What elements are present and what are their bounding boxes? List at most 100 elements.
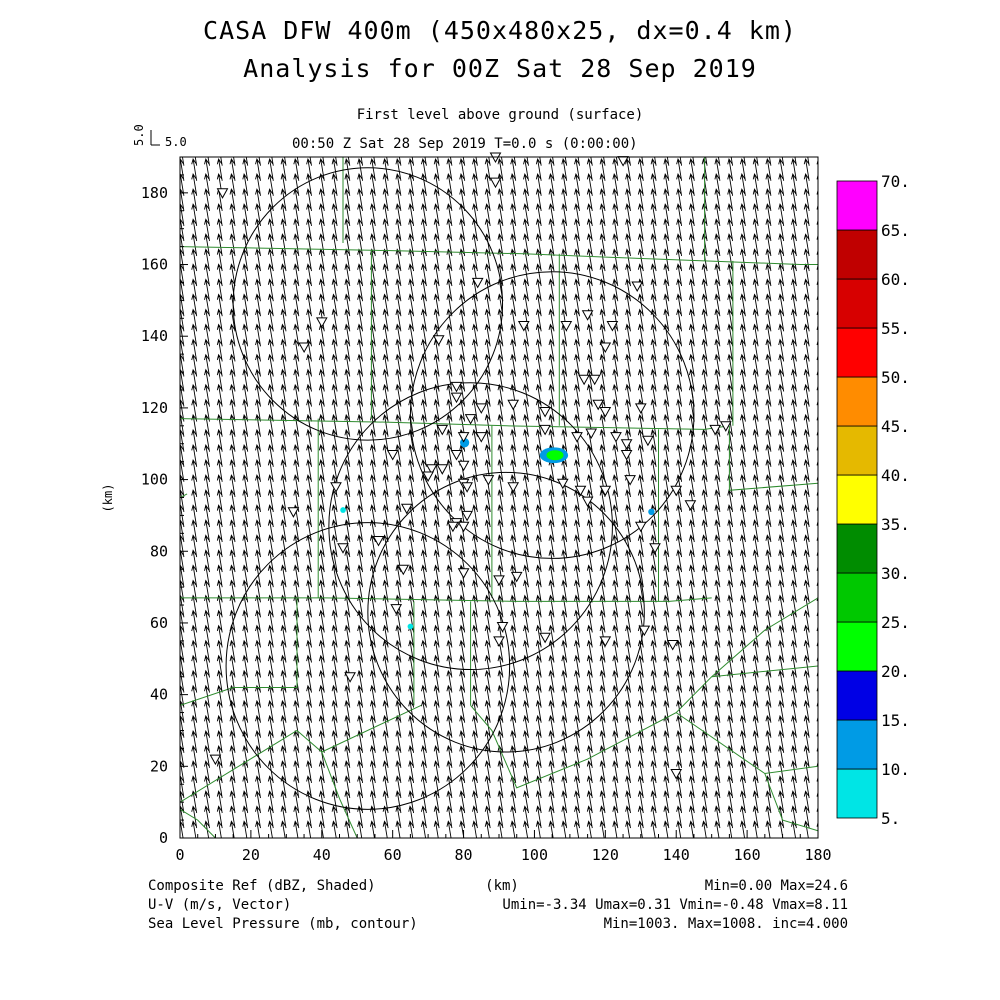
footer-stats-pressure: Min=1003. Max=1008. inc=4.000: [604, 916, 848, 932]
station-marker: [581, 310, 594, 321]
vector-key-label: 5.0: [132, 124, 146, 146]
reflectivity-echo: [340, 507, 346, 513]
vector-key-value: 5.0: [165, 135, 187, 149]
colorbar-swatch: [836, 670, 878, 721]
station-marker: [631, 281, 644, 293]
station-marker: [450, 381, 463, 393]
x-tick-label: 20: [242, 846, 260, 864]
pressure-contours: [225, 167, 695, 810]
station-marker: [493, 575, 505, 586]
station-marker: [450, 392, 463, 404]
station-marker: [457, 568, 470, 579]
station-marker: [539, 407, 551, 418]
station-marker: [588, 374, 601, 386]
station-marker: [475, 403, 488, 414]
x-tick-label: 80: [455, 846, 473, 864]
station-marker: [670, 485, 683, 497]
colorbar-swatch: [836, 474, 878, 525]
pressure-contour: [328, 382, 613, 671]
station-marker: [620, 439, 633, 450]
county-boundary: [675, 712, 818, 775]
colorbar-label: 30.: [881, 564, 910, 583]
station-marker: [606, 321, 619, 332]
station-markers: [209, 152, 732, 780]
y-tick-label: 160: [141, 256, 168, 274]
x-axis: 0 20 40 60 80 100 120 140 160 180: [175, 830, 832, 864]
reflectivity-echoes: [340, 438, 655, 630]
county-boundary: [764, 773, 818, 832]
reflectivity-echo: [460, 438, 470, 448]
station-marker: [510, 571, 523, 583]
county-boundary: [711, 665, 818, 678]
colorbar-swatch: [836, 229, 878, 280]
county-boundary: [180, 418, 730, 430]
station-marker: [344, 672, 356, 683]
y-tick-label: 20: [150, 757, 168, 775]
station-marker: [574, 485, 587, 497]
colorbar-label: 40.: [881, 466, 910, 485]
station-marker: [709, 424, 722, 436]
colorbar-label: 20.: [881, 662, 910, 681]
station-marker: [556, 478, 569, 490]
station-marker: [457, 432, 470, 443]
county-boundary: [180, 704, 422, 803]
station-marker: [372, 536, 385, 547]
colorbar-label: 10.: [881, 760, 910, 779]
station-marker: [209, 754, 222, 766]
station-marker: [585, 428, 598, 440]
y-tick-label: 40: [150, 686, 168, 704]
y-axis: 0 20 40 60 80 100 120 140 160 180: [141, 174, 188, 847]
colorbar-swatch: [836, 376, 878, 427]
station-marker: [330, 482, 342, 493]
plot-frame: [179, 156, 819, 839]
station-marker: [337, 543, 349, 554]
footer-stats-reflectivity: Min=0.00 Max=24.6: [705, 878, 848, 894]
station-marker: [315, 317, 328, 328]
station-marker: [298, 342, 310, 354]
station-marker: [450, 450, 463, 461]
station-marker: [461, 510, 473, 522]
wind-vectors: [180, 157, 818, 838]
station-marker: [581, 496, 594, 508]
reflectivity-echo: [407, 623, 414, 630]
station-marker: [216, 188, 229, 199]
station-marker: [397, 564, 410, 576]
y-tick-label: 60: [150, 614, 168, 632]
reflectivity-echo: [648, 508, 655, 516]
colorbar-swatch: [836, 719, 878, 770]
x-axis-unit: (km): [485, 878, 519, 894]
station-marker: [436, 464, 449, 475]
y-tick-label: 100: [141, 471, 168, 489]
station-marker: [507, 482, 520, 493]
x-tick-label: 160: [734, 846, 761, 864]
colorbar-swatch: [836, 572, 878, 623]
colorbar-swatch: [836, 425, 878, 476]
county-boundary: [180, 597, 298, 706]
station-marker: [599, 407, 612, 418]
station-marker: [649, 543, 661, 554]
station-marker: [287, 507, 300, 518]
colorbar-label: 55.: [881, 319, 910, 338]
county-boundary: [470, 597, 818, 789]
station-marker: [599, 636, 612, 647]
wind-vector-field: [180, 157, 818, 838]
station-marker: [489, 177, 502, 189]
colorbar-swatch: [836, 180, 878, 231]
station-marker: [493, 636, 505, 647]
colorbar-label: 70.: [881, 172, 910, 191]
x-tick-label: 40: [313, 846, 331, 864]
station-marker: [447, 521, 459, 533]
station-marker: [464, 414, 477, 425]
pressure-contour: [232, 167, 504, 441]
pressure-contour: [367, 471, 645, 753]
y-tick-label: 140: [141, 327, 168, 345]
colorbar-swatch: [836, 523, 878, 574]
footer-field-pressure: Sea Level Pressure (mb, contour): [148, 916, 418, 932]
level-subtitle: First level above ground (surface): [356, 107, 644, 123]
colorbar: 5. 10. 15. 20. 25. 30. 35. 40. 45. 50. 55. 60. 65. 70…: [836, 172, 910, 828]
station-marker: [539, 632, 551, 644]
station-marker: [539, 424, 551, 436]
county-boundary: [180, 493, 188, 498]
county-boundary: [180, 808, 216, 838]
station-marker: [599, 342, 612, 354]
